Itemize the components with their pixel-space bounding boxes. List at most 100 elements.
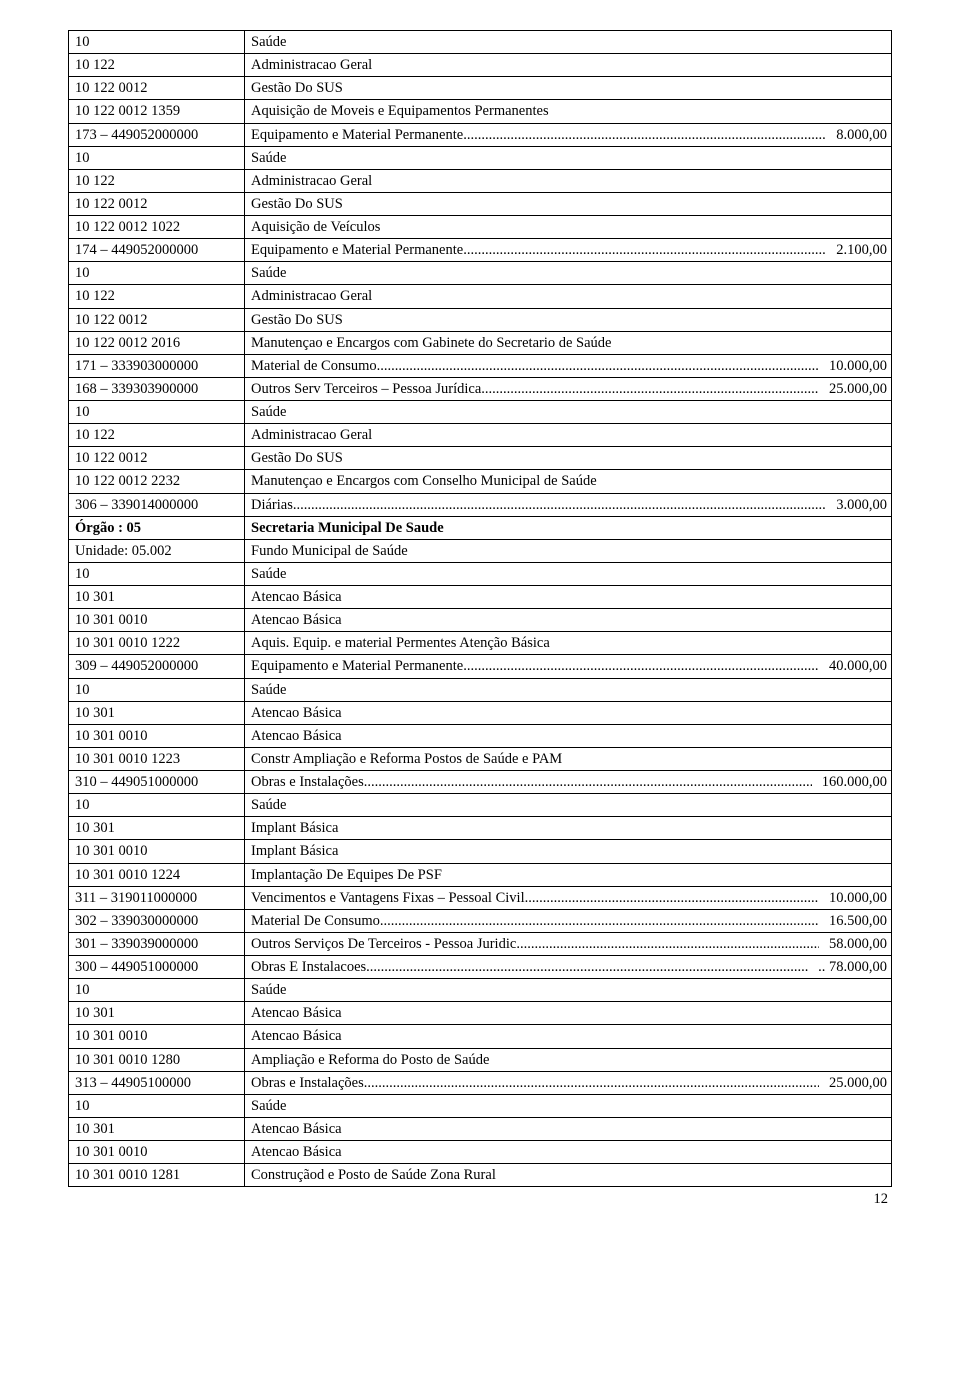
row-desc-text: Material de Consumo (251, 357, 377, 375)
row-desc: Saúde (245, 31, 892, 54)
row-desc: Saúde (245, 979, 892, 1002)
row-code: 10 301 (69, 817, 245, 840)
table-row: Órgão : 05Secretaria Municipal De Saude (69, 516, 892, 539)
row-value: 10.000,00 (819, 889, 887, 907)
table-row: 10 122 0012 1022Aquisição de Veículos (69, 216, 892, 239)
page-number: 12 (68, 1187, 892, 1208)
row-code: Unidade: 05.002 (69, 539, 245, 562)
row-desc: Atencao Básica (245, 609, 892, 632)
row-value: 160.000,00 (812, 773, 887, 791)
row-desc: Outros Serviços De Terceiros - Pessoa Ju… (245, 932, 892, 955)
row-code: 10 (69, 562, 245, 585)
row-desc: Aquis. Equip. e material Permentes Atenç… (245, 632, 892, 655)
row-code: 10 (69, 401, 245, 424)
row-value: 40.000,00 (819, 657, 887, 675)
table-row: 10 122 0012Gestão Do SUS (69, 447, 892, 470)
row-desc: Saúde (245, 1094, 892, 1117)
dot-leader: ........................................… (364, 1074, 819, 1092)
row-code: 10 301 (69, 586, 245, 609)
row-code: 10 122 0012 (69, 192, 245, 215)
table-row: 313 – 44905100000Obras e Instalações....… (69, 1071, 892, 1094)
table-row: 10Saúde (69, 1094, 892, 1117)
dot-leader: ........................................… (516, 935, 819, 953)
row-desc: Administracao Geral (245, 54, 892, 77)
row-desc: Equipamento e Material Permanente ......… (245, 123, 892, 146)
row-value: 2.100,00 (826, 241, 887, 259)
row-desc-text: Obras e Instalações (251, 1074, 364, 1092)
dot-leader: ........................................… (366, 958, 808, 976)
row-code: 10 (69, 979, 245, 1002)
table-row: 10 301 0010 1281Construçãod e Posto de S… (69, 1164, 892, 1187)
row-code: 301 – 339039000000 (69, 932, 245, 955)
table-row: 10 301 0010 1224Implantação De Equipes D… (69, 863, 892, 886)
dot-leader: ........................................… (293, 496, 826, 514)
row-desc: Construçãod e Posto de Saúde Zona Rural (245, 1164, 892, 1187)
table-row: 309 – 449052000000Equipamento e Material… (69, 655, 892, 678)
row-code: 10 (69, 146, 245, 169)
row-desc: Material De Consumo ....................… (245, 909, 892, 932)
row-desc: Saúde (245, 794, 892, 817)
row-code: 10 301 0010 (69, 1141, 245, 1164)
table-row: 10 122 0012 2232Manutençao e Encargos co… (69, 470, 892, 493)
row-desc-text: Obras E Instalacoes (251, 958, 366, 976)
row-code: 10 301 0010 (69, 840, 245, 863)
table-row: 10 122Administracao Geral (69, 169, 892, 192)
row-value: 3.000,00 (826, 496, 887, 514)
row-desc: Constr Ampliação e Reforma Postos de Saú… (245, 747, 892, 770)
dot-leader: ........................................… (463, 657, 819, 675)
table-row: 174 – 449052000000Equipamento e Material… (69, 239, 892, 262)
row-code: 309 – 449052000000 (69, 655, 245, 678)
row-code: 173 – 449052000000 (69, 123, 245, 146)
row-value: .. 78.000,00 (808, 958, 887, 976)
row-desc: Ampliação e Reforma do Posto de Saúde (245, 1048, 892, 1071)
table-row: 10 301 0010Atencao Básica (69, 1025, 892, 1048)
row-code: 10 (69, 31, 245, 54)
row-desc-text: Material De Consumo (251, 912, 380, 930)
row-code: 10 301 0010 1224 (69, 863, 245, 886)
table-row: 10 122Administracao Geral (69, 424, 892, 447)
table-row: 10 301 0010 1280Ampliação e Reforma do P… (69, 1048, 892, 1071)
row-desc: Implant Básica (245, 817, 892, 840)
row-code: 10 122 0012 (69, 308, 245, 331)
table-row: 10Saúde (69, 146, 892, 169)
table-row: 10 301 0010Atencao Básica (69, 724, 892, 747)
table-row: Unidade: 05.002Fundo Municipal de Saúde (69, 539, 892, 562)
table-row: 10Saúde (69, 678, 892, 701)
row-code: 10 122 0012 2232 (69, 470, 245, 493)
row-desc: Atencao Básica (245, 586, 892, 609)
row-value: 8.000,00 (826, 126, 887, 144)
table-row: 10 301Atencao Básica (69, 586, 892, 609)
row-code: 10 301 0010 (69, 609, 245, 632)
row-desc: Saúde (245, 401, 892, 424)
row-desc: Atencao Básica (245, 1117, 892, 1140)
table-row: 10 301 0010 1222Aquis. Equip. e material… (69, 632, 892, 655)
row-code: 10 (69, 262, 245, 285)
table-row: 10 301 0010Implant Básica (69, 840, 892, 863)
row-desc: Atencao Básica (245, 1025, 892, 1048)
dot-leader: ........................................… (364, 773, 812, 791)
dot-leader: ........................................… (463, 126, 826, 144)
row-desc: Vencimentos e Vantagens Fixas – Pessoal … (245, 886, 892, 909)
row-desc: Obras e Instalações.....................… (245, 1071, 892, 1094)
table-row: 301 – 339039000000Outros Serviços De Ter… (69, 932, 892, 955)
table-row: 10Saúde (69, 262, 892, 285)
row-desc: Obras E Instalacoes ....................… (245, 956, 892, 979)
row-code: 313 – 44905100000 (69, 1071, 245, 1094)
dot-leader: ........................................… (481, 380, 819, 398)
table-row: 10 301 0010Atencao Básica (69, 609, 892, 632)
table-row: 10Saúde (69, 562, 892, 585)
table-row: 10 122 0012 2016Manutençao e Encargos co… (69, 331, 892, 354)
row-desc-text: Equipamento e Material Permanente (251, 126, 463, 144)
row-code: 10 122 (69, 54, 245, 77)
row-desc: Fundo Municipal de Saúde (245, 539, 892, 562)
row-desc: Aquisição de Veículos (245, 216, 892, 239)
row-code: 10 122 (69, 424, 245, 447)
row-desc: Atencao Básica (245, 1141, 892, 1164)
row-code: 10 301 (69, 1117, 245, 1140)
row-code: 10 301 0010 (69, 724, 245, 747)
row-code: 311 – 319011000000 (69, 886, 245, 909)
row-code: 306 – 339014000000 (69, 493, 245, 516)
row-code: 10 122 0012 (69, 77, 245, 100)
table-row: 10 122 0012 1359Aquisição de Moveis e Eq… (69, 100, 892, 123)
table-row: 10 122 0012Gestão Do SUS (69, 192, 892, 215)
